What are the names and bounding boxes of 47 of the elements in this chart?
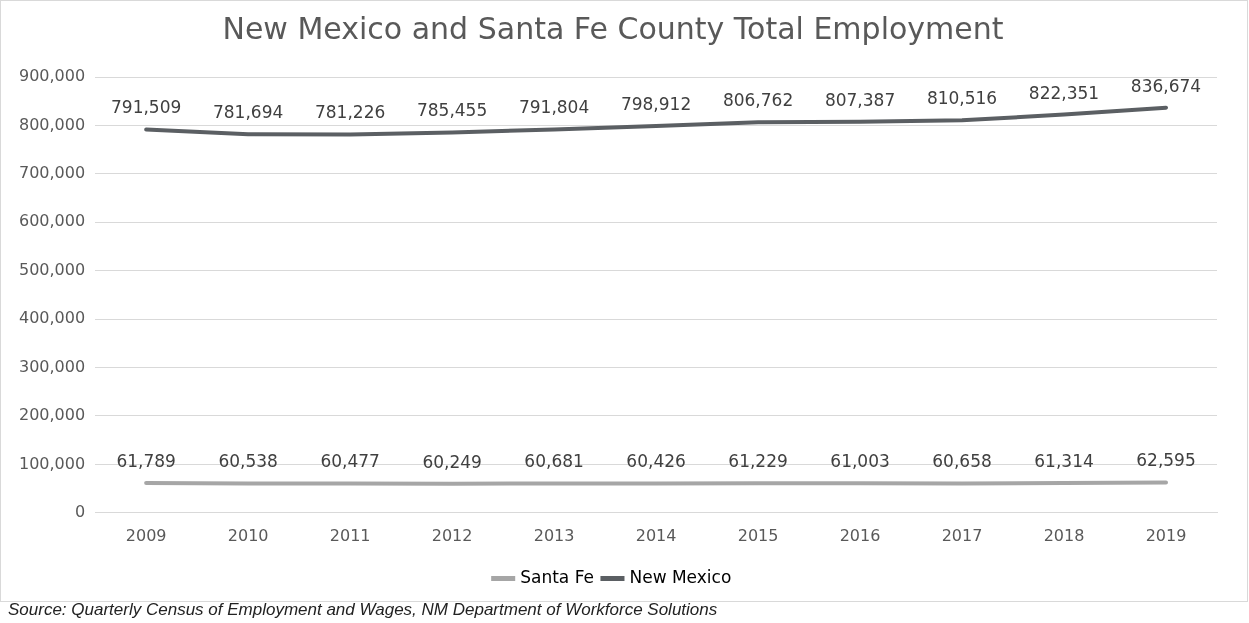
x-tick-label: 2012 [431,525,473,545]
y-tick-label: 600,000 [18,211,86,231]
data-label: 61,003 [830,451,890,472]
x-tick-label: 2011 [329,525,371,545]
data-label: 61,789 [116,450,176,471]
data-label: 62,595 [1136,450,1196,471]
x-tick-label: 2017 [941,525,983,545]
x-tick-label: 2018 [1043,525,1085,545]
data-label: 798,912 [620,93,692,114]
x-tick-label: 2009 [125,525,167,545]
data-label: 781,226 [314,102,386,123]
data-label: 781,694 [212,102,284,123]
x-tick-label: 2016 [839,525,881,545]
data-label: 806,762 [722,90,794,111]
x-tick-label: 2010 [227,525,269,545]
x-tick-label: 2013 [533,525,575,545]
source-note: Source: Quarterly Census of Employment and Wages, NM Department of Workforce Solutions [8,600,718,620]
data-label: 61,229 [728,451,788,472]
data-label: 60,426 [626,451,686,472]
y-tick-label: 400,000 [18,308,86,328]
x-tick-label: 2014 [635,525,677,545]
data-label: 822,351 [1028,82,1100,103]
data-label: 61,314 [1034,451,1094,472]
legend-label: Santa Fe [520,566,594,587]
data-label: 807,387 [824,89,896,110]
x-tick-label: 2019 [1145,525,1187,545]
y-tick-label: 800,000 [18,114,86,134]
legend-label: New Mexico [629,566,732,587]
data-label: 60,249 [422,451,482,472]
y-tick-label: 200,000 [18,405,86,425]
data-label: 60,658 [932,451,992,472]
x-tick-label: 2015 [737,525,779,545]
y-tick-label: 0 [74,501,86,521]
data-label: 836,674 [1130,75,1202,96]
y-tick-label: 500,000 [18,259,86,279]
y-tick-label: 300,000 [18,356,86,376]
data-label: 60,681 [524,451,584,472]
data-label: 791,804 [518,97,590,118]
data-label: 791,509 [111,97,182,118]
y-tick-label: 900,000 [18,66,86,86]
data-label: 60,538 [218,451,278,472]
y-tick-label: 700,000 [18,163,86,182]
y-tick-label: 100,000 [18,453,86,473]
data-label: 60,477 [320,451,380,472]
data-label: 810,516 [926,88,998,109]
data-label: 785,455 [416,100,488,121]
chart-title: New Mexico and Santa Fe County Total Employment [222,10,1004,46]
